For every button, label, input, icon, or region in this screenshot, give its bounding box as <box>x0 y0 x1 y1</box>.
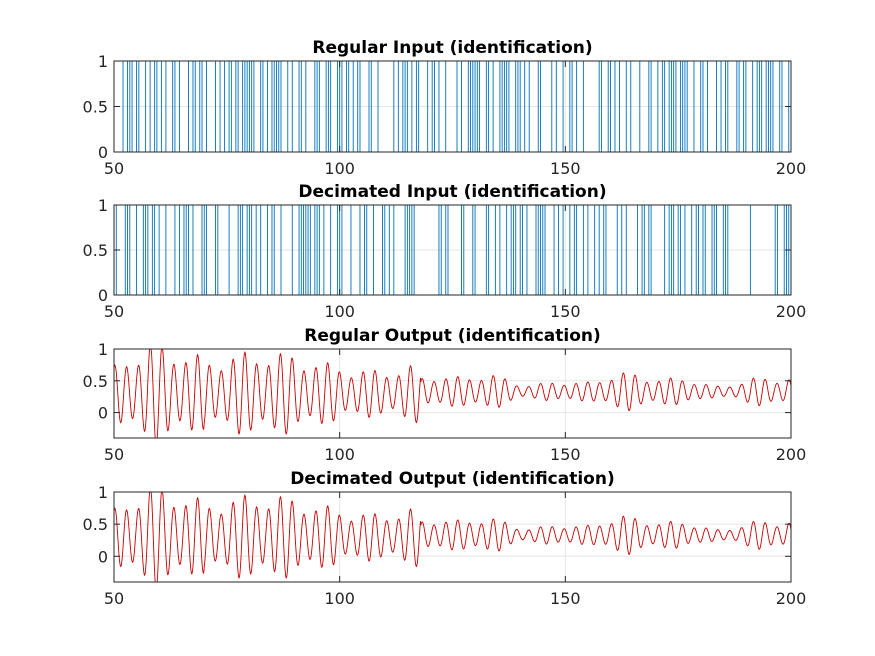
x-tick-label: 100 <box>324 589 355 608</box>
y-tick-label: 0 <box>98 404 108 423</box>
subplot-title: Regular Input (identification) <box>312 38 592 58</box>
x-tick-label: 100 <box>324 445 355 464</box>
y-tick-label: 1 <box>98 340 108 359</box>
y-tick-label: 0.5 <box>83 241 108 260</box>
y-tick-label: 0.5 <box>83 515 108 534</box>
y-tick-label: 1 <box>98 196 108 215</box>
y-tick-label: 1 <box>98 52 108 71</box>
subplot-title: Regular Output (identification) <box>304 326 601 346</box>
subplot-title: Decimated Output (identification) <box>290 469 614 489</box>
x-tick-label: 150 <box>550 302 581 321</box>
subplot-decimated-input: Decimated Input (identification) 50 100 15… <box>83 182 807 321</box>
y-tick-label: 0 <box>98 547 108 566</box>
x-tick-label: 200 <box>776 589 807 608</box>
axes-box <box>113 348 792 439</box>
x-tick-label: 100 <box>324 302 355 321</box>
y-tick-label: 0.5 <box>83 372 108 391</box>
subplot-regular-input: Regular Input (identification) 50 100 150 2… <box>83 38 807 178</box>
x-tick-label: 50 <box>104 589 124 608</box>
x-tick-label: 150 <box>550 445 581 464</box>
x-tick-label: 50 <box>104 159 124 178</box>
x-tick-label: 200 <box>776 445 807 464</box>
x-tick-label: 100 <box>324 159 355 178</box>
series-line <box>114 61 791 152</box>
x-tick-label: 200 <box>776 159 807 178</box>
subplot-title: Decimated Input (identification) <box>298 182 606 202</box>
x-tick-label: 150 <box>550 159 581 178</box>
subplot-decimated-output: Decimated Output (identification) 50 100 1… <box>83 469 807 608</box>
series-line <box>114 349 791 438</box>
series-line <box>114 492 791 582</box>
subplot-regular-output: Regular Output (identification) 50 100 150… <box>83 326 807 464</box>
y-tick-label: 1 <box>98 483 108 502</box>
y-tick-label: 0.5 <box>83 98 108 117</box>
axes-box <box>113 491 792 583</box>
y-tick-label: 0 <box>98 286 108 305</box>
x-tick-label: 200 <box>776 302 807 321</box>
x-tick-label: 50 <box>104 445 124 464</box>
series-line <box>114 205 791 295</box>
x-tick-label: 150 <box>550 589 581 608</box>
x-tick-label: 50 <box>104 302 124 321</box>
y-tick-label: 0 <box>98 143 108 162</box>
